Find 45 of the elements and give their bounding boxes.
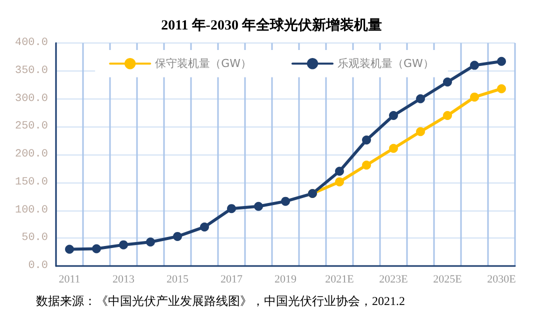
point (470, 92, 479, 102)
point (200, 222, 209, 232)
x-tick-label: 2015 (166, 274, 189, 286)
legend-label: 保守装机量（GW） (155, 57, 252, 70)
x-tick-label: 2021E (325, 274, 354, 286)
y-tick-label: 150.0 (14, 176, 48, 188)
point (65, 244, 74, 254)
y-tick-label: 200.0 (14, 148, 48, 160)
point (416, 94, 425, 104)
point (443, 110, 452, 120)
y-tick-label: 250.0 (14, 120, 48, 133)
x-tick-label: 2013 (112, 274, 135, 286)
point (497, 56, 506, 66)
point (146, 238, 155, 247)
source-note: 数据来源：《中国光伏产业发展路线图》，中国光伏行业协会，2021.2 (36, 294, 405, 308)
point (281, 196, 290, 206)
point (416, 127, 425, 136)
y-tick-label: 350.0 (14, 64, 48, 77)
point (470, 60, 479, 70)
point (227, 204, 236, 214)
point (335, 166, 344, 176)
point (389, 144, 398, 153)
point (173, 232, 182, 241)
point (362, 160, 371, 170)
point (335, 177, 344, 186)
x-tick-label: 2019 (274, 274, 297, 286)
point (92, 244, 101, 254)
y-tick-label: 50.0 (22, 232, 48, 244)
point (497, 84, 506, 94)
y-tick-label: 0.0 (28, 260, 48, 272)
x-tick-label: 2011 (58, 274, 80, 286)
point (362, 136, 371, 144)
y-tick-label: 400.0 (14, 37, 48, 49)
x-tick-label: 2017 (220, 274, 243, 286)
point (443, 78, 452, 87)
point (254, 202, 263, 211)
x-tick-label: 2025E (433, 274, 462, 286)
x-tick-label: 2030E (487, 274, 516, 286)
point (119, 240, 128, 250)
legend-label: 乐观装机量（GW） (338, 57, 434, 70)
x-tick-label: 2023E (379, 274, 408, 286)
chart-title: 2011 年-2030 年全球光伏新增装机量 (161, 16, 382, 34)
y-tick-label: 100.0 (14, 204, 48, 216)
point (389, 110, 398, 120)
y-tick-label: 300.0 (14, 92, 48, 105)
